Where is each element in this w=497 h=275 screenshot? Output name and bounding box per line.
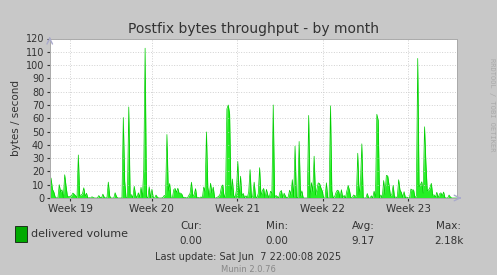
Text: 0.00: 0.00 [180, 236, 203, 246]
Text: 2.18k: 2.18k [434, 236, 464, 246]
FancyBboxPatch shape [15, 226, 27, 242]
Text: Avg:: Avg: [351, 221, 374, 231]
Text: Cur:: Cur: [180, 221, 202, 231]
Text: Min:: Min: [266, 221, 288, 231]
Text: Last update: Sat Jun  7 22:00:08 2025: Last update: Sat Jun 7 22:00:08 2025 [156, 252, 341, 262]
Y-axis label: bytes / second: bytes / second [11, 80, 21, 156]
Text: 9.17: 9.17 [351, 236, 375, 246]
Text: Max:: Max: [436, 221, 461, 231]
Text: delivered volume: delivered volume [31, 229, 128, 239]
Text: Munin 2.0.76: Munin 2.0.76 [221, 265, 276, 274]
Text: RRDTOOL / TOBI OETIKER: RRDTOOL / TOBI OETIKER [489, 58, 495, 151]
Title: Postfix bytes throughput - by month: Postfix bytes throughput - by month [128, 22, 379, 36]
Text: 0.00: 0.00 [266, 236, 289, 246]
